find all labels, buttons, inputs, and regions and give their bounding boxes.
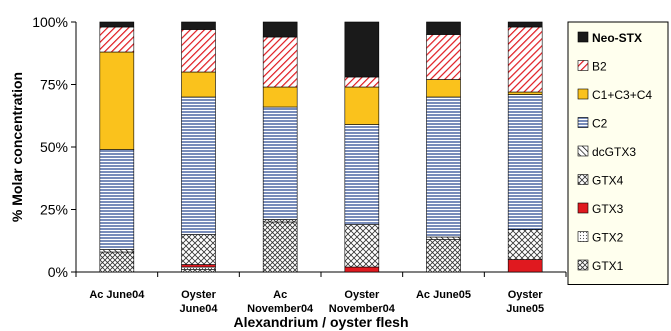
y-tick-label-1: 25% — [40, 202, 68, 218]
bar-segment-gtx1-0 — [99, 251, 135, 273]
y-tick-label-4: 100% — [32, 14, 68, 30]
bar-segment-gtx3-5 — [507, 259, 543, 273]
bar-segment-neo-stx-2 — [262, 21, 298, 38]
axis-layer: 0% 25% 50% 75% 100% — [32, 14, 567, 280]
legend-label-gtx2: GTX2 — [592, 231, 624, 245]
bar-segment-c1-c3-c4-4 — [426, 79, 461, 98]
bar-segment-gtx3-1 — [181, 264, 216, 268]
bars-layer — [99, 21, 543, 273]
legend-swatch-b2 — [577, 60, 589, 71]
legend-label-gtx4: GTX4 — [592, 174, 624, 188]
category-label-2-0: Ac — [273, 289, 287, 301]
bar-segment-dcgtx3-0 — [99, 249, 135, 253]
bar-segment-neo-stx-5 — [507, 21, 543, 28]
bar-segment-c2-5 — [507, 94, 543, 230]
bar-segment-c2-2 — [262, 106, 298, 220]
bar-segment-neo-stx-1 — [181, 21, 216, 30]
bar-segment-gtx1-1 — [181, 269, 216, 273]
bar-segment-c1-c3-c4-1 — [181, 71, 216, 98]
legend-label-c2: C2 — [592, 117, 608, 131]
legend-label-neo-stx: Neo-STX — [592, 31, 642, 45]
bar-segment-c2-0 — [99, 149, 135, 250]
labels-layer: Ac June04 Oyster June04 Ac November04 Oyster N… — [9, 72, 544, 330]
bar-segment-c2-3 — [344, 124, 380, 225]
legend-label-b2: B2 — [592, 60, 607, 74]
bar-segment-dcgtx3-4 — [426, 236, 461, 240]
bar-segment-c1-c3-c4-0 — [99, 51, 135, 150]
category-label-1-1: June04 — [180, 303, 219, 315]
bar-segment-c1-c3-c4-2 — [262, 86, 298, 108]
bar-segment-gtx4-1 — [181, 234, 216, 265]
bar-segment-b2-4 — [426, 34, 461, 80]
category-label-4-0: Ac June05 — [416, 289, 471, 301]
y-axis-title: % Molar concentration — [9, 72, 25, 222]
bar-segment-gtx1-4 — [426, 239, 461, 273]
legend-swatch-neo-stx — [577, 31, 589, 43]
bar-segment-gtx4-2 — [262, 219, 298, 223]
bar-segment-gtx4-3 — [344, 224, 380, 268]
category-label-1-0: Oyster — [181, 289, 217, 301]
bar-segment-neo-stx-4 — [426, 21, 461, 35]
category-label-2-1: November04 — [247, 303, 314, 315]
bar-segment-gtx2-1 — [181, 266, 216, 270]
bar-segment-neo-stx-0 — [99, 21, 135, 28]
legend-swatch-gtx4 — [577, 174, 589, 185]
bar-segment-b2-3 — [344, 76, 380, 88]
y-tick-label-3: 75% — [40, 77, 68, 93]
y-tick-label-2: 50% — [40, 139, 68, 155]
legend-label-c1-c3-c4: C1+C3+C4 — [592, 88, 652, 102]
category-label-0-0: Ac June04 — [89, 289, 145, 301]
bar-segment-gtx1-2 — [262, 221, 298, 273]
bar-segment-b2-1 — [181, 29, 216, 73]
legend-swatch-gtx3 — [577, 202, 589, 214]
legend-swatch-c2 — [577, 117, 589, 128]
legend-label-gtx3: GTX3 — [592, 202, 624, 216]
legend-swatch-gtx2 — [577, 231, 589, 242]
category-label-3-0: Oyster — [344, 289, 380, 301]
y-tick-label-0: 0% — [48, 264, 68, 280]
category-label-3-1: November04 — [329, 303, 396, 315]
bar-segment-b2-5 — [507, 26, 543, 93]
legend: Neo-STX B2 C1+C3+C4 C2 dcGTX3 GTX4 GTX3 GTX2 GTX… — [567, 21, 669, 285]
legend-swatch-gtx1 — [577, 259, 589, 271]
category-label-5-0: Oyster — [508, 289, 544, 301]
bar-segment-gtx4-5 — [507, 229, 543, 260]
bar-segment-b2-2 — [262, 36, 298, 88]
bar-segment-neo-stx-3 — [344, 21, 380, 78]
bar-segment-c1-c3-c4-3 — [344, 86, 380, 125]
legend-swatch-dcgtx3 — [577, 145, 589, 157]
bar-segment-c1-c3-c4-5 — [507, 91, 543, 95]
bar-segment-b2-0 — [99, 26, 135, 53]
bar-segment-gtx3-3 — [344, 266, 380, 273]
bar-segment-c2-1 — [181, 96, 216, 235]
legend-label-dcgtx3: dcGTX3 — [592, 145, 636, 159]
legend-swatch-c1-c3-c4 — [577, 88, 589, 100]
category-label-5-1: June05 — [506, 303, 544, 315]
x-axis-title: Alexandrium / oyster flesh — [233, 314, 408, 330]
legend-label-gtx1: GTX1 — [592, 259, 624, 273]
bar-segment-c2-4 — [426, 96, 461, 238]
